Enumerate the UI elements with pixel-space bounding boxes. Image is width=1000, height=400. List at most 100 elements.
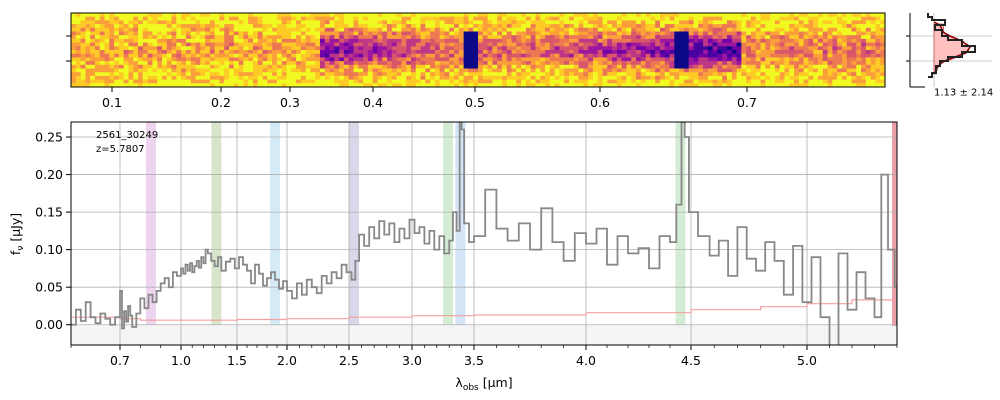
heatmap-cell (348, 24, 354, 29)
heatmap-cell (822, 27, 828, 32)
heatmap-cell (736, 46, 742, 51)
heatmap-cell (612, 64, 618, 69)
heatmap-cell (837, 61, 843, 66)
heatmap-cell (243, 50, 249, 55)
heatmap-cell (770, 42, 776, 47)
heatmap-cell (655, 27, 661, 32)
heatmap-cell (468, 42, 474, 47)
heatmap-cell (190, 31, 196, 36)
heatmap-cell (545, 38, 551, 43)
heatmap-cell (482, 79, 488, 84)
heatmap-cell (296, 13, 302, 18)
heatmap-cell (870, 57, 876, 62)
heatmap-cell (358, 83, 364, 88)
heatmap-cell (444, 64, 450, 69)
heatmap-cell (286, 61, 292, 66)
heatmap-cell (583, 57, 589, 62)
heatmap-cell (755, 57, 761, 62)
heatmap-cell (755, 83, 761, 88)
heatmap-cell (99, 53, 105, 58)
heatmap-cell (248, 16, 254, 21)
heatmap-cell (554, 64, 560, 69)
heatmap-cell (353, 38, 359, 43)
heatmap-cell (305, 13, 311, 18)
heatmap-cell (722, 61, 728, 66)
heatmap-cell (94, 83, 101, 88)
heatmap-cell (817, 31, 824, 36)
heatmap-cell (578, 24, 584, 29)
heatmap-cell (856, 50, 862, 55)
heatmap-cell (133, 72, 139, 77)
heatmap-cell (688, 31, 694, 36)
heatmap-cell (319, 68, 326, 73)
heatmap-cell (449, 68, 455, 73)
heatmap-cell (698, 79, 704, 84)
heatmap-cell (181, 61, 187, 66)
heatmap-cell (468, 27, 474, 32)
heatmap-cell (813, 64, 819, 69)
heatmap-cell (703, 68, 709, 73)
heatmap-cell (315, 16, 321, 21)
heatmap-cell (750, 13, 757, 18)
heatmap-cell (636, 64, 642, 69)
heatmap-cell (114, 38, 120, 43)
heatmap-cell (516, 38, 522, 43)
heatmap-cell (238, 53, 244, 58)
heatmap-cell (545, 31, 551, 36)
heatmap-cell (837, 68, 843, 73)
heatmap-cell (794, 72, 800, 77)
heatmap-cell (875, 27, 881, 32)
heatmap-cell (185, 64, 192, 69)
heatmap-cell (659, 72, 666, 77)
heatmap-cell (535, 31, 541, 36)
heatmap-cell (138, 24, 144, 29)
heatmap-cell (760, 13, 766, 18)
heatmap-cell (286, 16, 292, 21)
heatmap-cell (540, 16, 546, 21)
heatmap-cell (669, 27, 675, 32)
heatmap-cell (645, 35, 651, 40)
heatmap-cell (525, 31, 532, 36)
heatmap-cell (784, 13, 790, 18)
heatmap-cell (358, 79, 364, 84)
heatmap-cell (238, 79, 244, 84)
heatmap-cell (568, 57, 575, 62)
heatmap-cell (750, 35, 757, 40)
heatmap-cell (664, 46, 670, 51)
heatmap-cell (626, 46, 632, 51)
heatmap-cell (367, 13, 374, 18)
heatmap-cell (377, 75, 383, 80)
heatmap-cell (109, 64, 115, 69)
heatmap-cell (640, 72, 646, 77)
heatmap-cell (401, 35, 407, 40)
heatmap-cell (784, 16, 790, 21)
heatmap-cell (760, 46, 766, 51)
heatmap-cell (291, 64, 297, 69)
heatmap-cell (415, 16, 421, 21)
heatmap-cell (798, 38, 804, 43)
heatmap-cell (784, 24, 790, 29)
heatmap-cell (233, 31, 239, 36)
heatmap-cell (875, 83, 881, 88)
heatmap-cell (454, 42, 460, 47)
heatmap-cell (568, 38, 575, 43)
heatmap-cell (315, 79, 321, 84)
heatmap-cell (262, 24, 268, 29)
heatmap-cell (444, 24, 450, 29)
heatmap-cell (822, 38, 828, 43)
heatmap-cell (75, 46, 81, 51)
heatmap-cell (492, 35, 498, 40)
heatmap-cell (425, 68, 431, 73)
heatmap-xtick-label: 0.3 (280, 95, 300, 110)
heatmap-cell (497, 75, 503, 80)
heatmap-cell (478, 75, 484, 80)
heatmap-cell (564, 68, 570, 73)
heatmap-cell (798, 57, 804, 62)
heatmap-cell (214, 50, 220, 55)
heatmap-cell (415, 75, 421, 80)
heatmap-cell (827, 31, 833, 36)
heatmap-cell (176, 75, 182, 80)
heatmap-cell (650, 61, 656, 66)
heatmap-cell (616, 20, 623, 25)
heatmap-cell (334, 53, 340, 58)
